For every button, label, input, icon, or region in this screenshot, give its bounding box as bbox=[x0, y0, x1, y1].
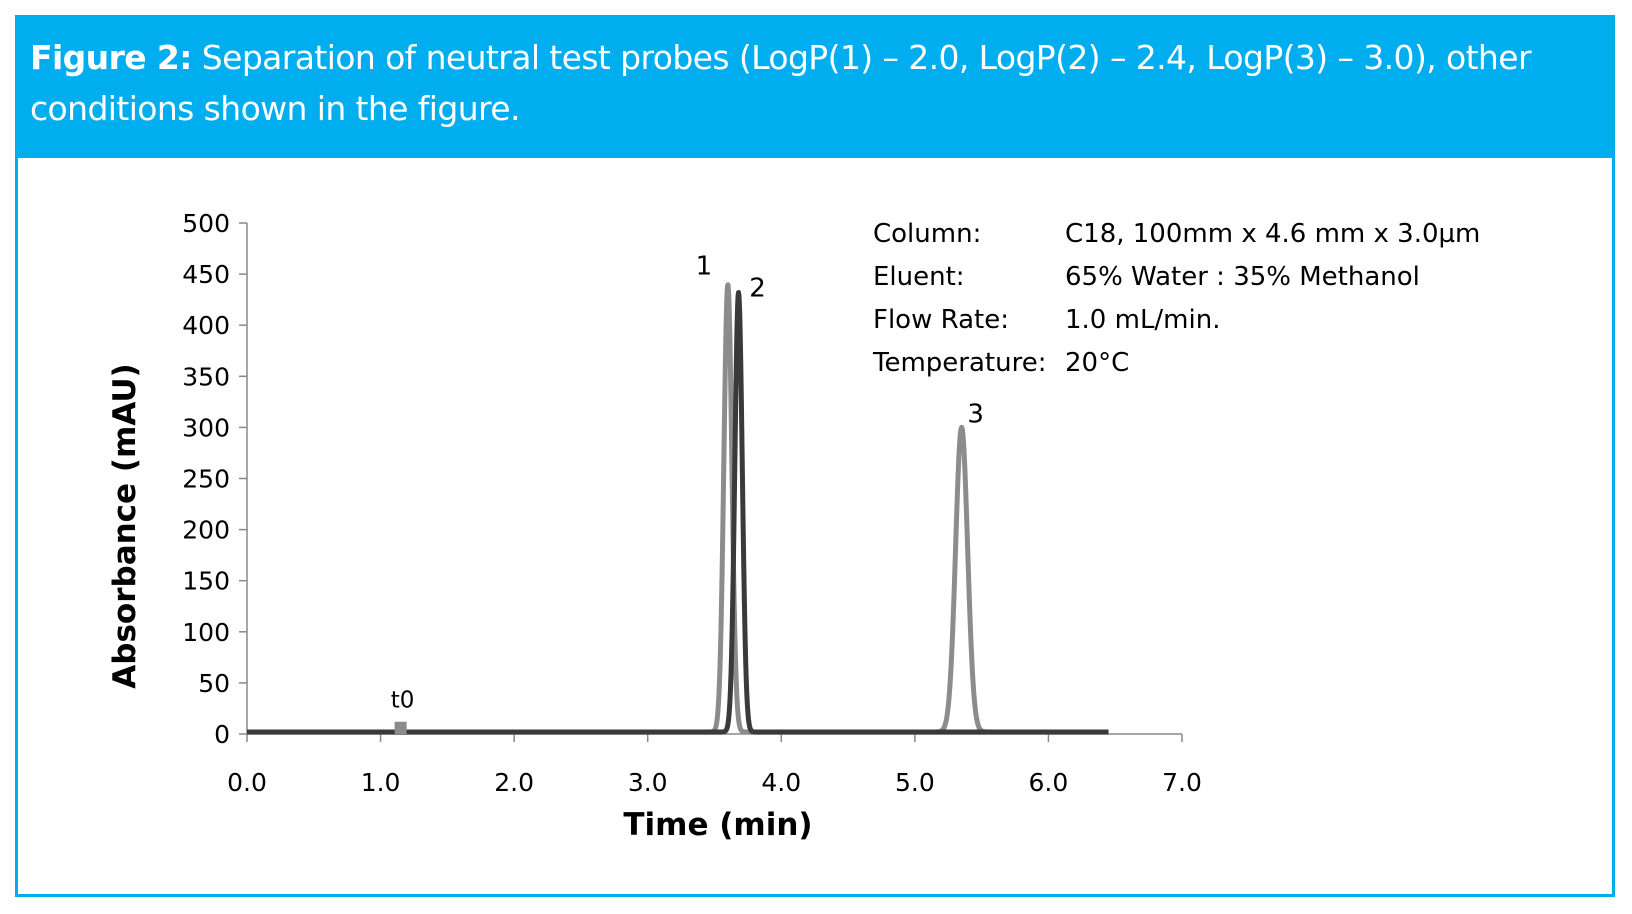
y-tick-label: 150 bbox=[182, 567, 230, 596]
condition-value: 1.0 mL/min. bbox=[1065, 305, 1220, 335]
figure-header: Figure 2: Separation of neutral test pro… bbox=[18, 18, 1612, 158]
y-axis-title: Absorbance (mAU) bbox=[107, 363, 143, 688]
condition-value: 65% Water : 35% Methanol bbox=[1065, 262, 1420, 292]
t0-label: t0 bbox=[391, 688, 415, 714]
peak-labels: 1 3 2 t0 bbox=[391, 251, 984, 713]
y-tick-label: 250 bbox=[182, 465, 230, 494]
y-tick-label: 450 bbox=[182, 260, 230, 289]
y-tick-label: 500 bbox=[182, 209, 230, 238]
y-tick-label: 100 bbox=[182, 618, 230, 647]
figure-label: Figure 2: bbox=[30, 38, 192, 77]
condition-label: Temperature: bbox=[872, 348, 1046, 378]
x-tick-label: 2.0 bbox=[494, 768, 534, 797]
chromatogram-chart: 0 50 100 150 200 250 300 350 400 450 500 0.0 1.0 2.0… bbox=[107, 209, 1480, 843]
y-tick-label: 0 bbox=[214, 720, 230, 749]
figure-caption-text: Separation of neutral test probes (LogP(… bbox=[30, 38, 1532, 128]
x-tick-label: 5.0 bbox=[895, 768, 935, 797]
figure-frame: Figure 2: Separation of neutral test pro… bbox=[15, 15, 1615, 897]
conditions-box: Column: C18, 100mm x 4.6 mm x 3.0µm Eluent… bbox=[872, 219, 1480, 378]
x-tick-label: 7.0 bbox=[1162, 768, 1202, 797]
condition-label: Flow Rate: bbox=[873, 305, 1009, 335]
x-tick-label: 3.0 bbox=[628, 768, 668, 797]
x-axis-title: Time (min) bbox=[623, 807, 812, 843]
y-tick-label: 400 bbox=[182, 311, 230, 340]
y-tick-label: 350 bbox=[182, 362, 230, 391]
chromatogram-trace-2 bbox=[244, 290, 1111, 735]
t0-marker bbox=[394, 721, 407, 734]
x-ticks: 0.0 1.0 2.0 3.0 4.0 5.0 6.0 7.0 bbox=[227, 734, 1202, 797]
y-ticks: 0 50 100 150 200 250 300 350 400 450 500 bbox=[182, 209, 247, 749]
y-tick-label: 50 bbox=[198, 669, 230, 698]
condition-value: C18, 100mm x 4.6 mm x 3.0µm bbox=[1065, 219, 1480, 249]
x-tick-label: 6.0 bbox=[1029, 768, 1069, 797]
chart-axes bbox=[246, 223, 1182, 735]
y-tick-label: 200 bbox=[182, 516, 230, 545]
chart-area: 0 50 100 150 200 250 300 350 400 450 500 0.0 1.0 2.0… bbox=[18, 158, 1612, 894]
condition-label: Column: bbox=[873, 219, 981, 249]
x-tick-label: 4.0 bbox=[761, 768, 801, 797]
peak-label: 3 bbox=[967, 399, 984, 429]
peak-label: 2 bbox=[749, 274, 766, 304]
peak-label: 1 bbox=[696, 251, 713, 281]
figure-caption: Figure 2: Separation of neutral test pro… bbox=[30, 32, 1600, 134]
x-tick-label: 0.0 bbox=[227, 768, 267, 797]
condition-label: Eluent: bbox=[873, 262, 965, 292]
y-tick-label: 300 bbox=[182, 413, 230, 442]
x-tick-label: 1.0 bbox=[361, 768, 401, 797]
condition-value: 20°C bbox=[1065, 348, 1129, 378]
chromatogram-traces bbox=[244, 282, 1111, 735]
